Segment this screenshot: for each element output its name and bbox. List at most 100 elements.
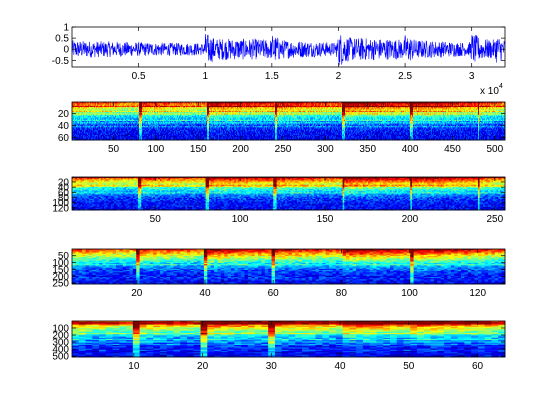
heatmap-cell	[186, 131, 188, 133]
x-tick-label: 2.5	[398, 71, 412, 82]
heatmap-cell	[140, 131, 142, 133]
heatmap-cell	[97, 127, 99, 129]
heatmap-cell	[79, 119, 81, 122]
heatmap-cell	[186, 124, 188, 127]
heatmap-cell	[139, 112, 141, 114]
heatmap-cell	[178, 124, 180, 127]
heatmap-cell	[160, 127, 162, 129]
heatmap-cell	[110, 126, 112, 128]
heatmap-cell	[161, 119, 163, 122]
heatmap-cell	[88, 110, 90, 113]
heatmap-cell	[121, 127, 123, 129]
heatmap-cell	[116, 128, 118, 131]
heatmap-cell	[168, 131, 170, 133]
heatmap-cell	[160, 131, 162, 133]
heatmap-cell	[163, 128, 165, 131]
heatmap-cell	[116, 122, 118, 124]
heatmap-cell	[134, 109, 136, 112]
heatmap-cell	[179, 102, 181, 104]
heatmap-cell	[192, 113, 194, 116]
heatmap-cell	[186, 104, 188, 107]
heatmap-cell	[172, 110, 174, 113]
heatmap-cell	[104, 112, 106, 114]
heatmap-cell	[90, 113, 92, 116]
heatmap-cell	[86, 104, 88, 107]
heatmap-cell	[159, 115, 161, 118]
heatmap-cell	[113, 133, 115, 136]
heatmap-cell	[114, 102, 116, 104]
heatmap-cell	[148, 105, 150, 108]
heatmap-cell	[131, 129, 133, 132]
heatmap-cell	[159, 138, 161, 141]
heatmap-cell	[178, 137, 180, 140]
heatmap-cell	[117, 133, 119, 136]
heatmap-cell	[159, 105, 161, 108]
heatmap-cell	[82, 104, 84, 107]
heatmap-cell	[170, 103, 172, 105]
heatmap-cell	[172, 122, 174, 124]
heatmap-cell	[158, 102, 160, 104]
heatmap-cell	[99, 121, 101, 123]
heatmap-cell	[187, 107, 189, 109]
heatmap-cell	[182, 105, 184, 108]
heatmap-cell	[81, 121, 83, 123]
heatmap-cell	[124, 133, 126, 136]
heatmap-cell	[97, 118, 99, 121]
heatmap-cell	[118, 121, 120, 123]
heatmap-cell	[91, 115, 93, 118]
heatmap-cell	[143, 103, 145, 105]
heatmap-cell	[142, 133, 144, 136]
heatmap-cell	[148, 138, 150, 141]
heatmap-cell	[111, 114, 113, 117]
heatmap-cell	[130, 137, 132, 140]
heatmap-cell	[159, 110, 161, 113]
heatmap-cell	[182, 124, 184, 127]
heatmap-cell	[181, 134, 183, 137]
heatmap-cell	[92, 137, 94, 140]
heatmap-cell	[158, 133, 160, 136]
heatmap-cell	[82, 138, 84, 141]
heatmap-cell	[77, 134, 79, 137]
heatmap-cell	[145, 108, 147, 110]
heatmap-cell	[76, 104, 78, 107]
heatmap-cell	[173, 136, 175, 138]
heatmap-cell	[122, 115, 124, 118]
heatmap-cell	[103, 134, 105, 137]
heatmap-cell	[139, 128, 141, 131]
heatmap-cell	[82, 132, 84, 135]
heatmap-cell	[159, 136, 161, 138]
heatmap-cell	[159, 127, 161, 129]
heatmap-cell	[136, 132, 138, 135]
heatmap-cell	[113, 112, 115, 114]
heatmap-cell	[178, 122, 180, 124]
heatmap-cell	[123, 104, 125, 107]
heatmap-cell	[170, 118, 172, 121]
heatmap-cell	[73, 102, 75, 104]
heatmap-cell	[117, 118, 119, 121]
heatmap-cell	[97, 122, 99, 124]
heatmap-cell	[107, 117, 109, 119]
heatmap-cell	[114, 122, 116, 124]
heatmap-cell	[95, 107, 97, 109]
heatmap-cell	[81, 122, 83, 124]
heatmap-cell	[138, 136, 140, 138]
heatmap-cell	[156, 121, 158, 123]
heatmap-cell	[102, 121, 104, 123]
heatmap-cell	[97, 126, 99, 128]
heatmap-cell	[194, 122, 196, 124]
heatmap-cell	[165, 118, 167, 121]
heatmap-cell	[185, 110, 187, 113]
heatmap-cell	[146, 121, 148, 123]
heatmap-cell	[192, 117, 194, 119]
heatmap-cell	[142, 103, 144, 105]
heatmap-cell	[174, 114, 176, 117]
heatmap-cell	[167, 129, 169, 132]
heatmap-cell	[184, 122, 186, 124]
heatmap-cell	[98, 121, 100, 123]
heatmap-cell	[79, 118, 81, 121]
heatmap-cell	[145, 128, 147, 131]
heatmap-cell	[179, 128, 181, 131]
heatmap-cell	[126, 129, 128, 132]
heatmap-cell	[162, 137, 164, 140]
heatmap-cell	[159, 134, 161, 137]
